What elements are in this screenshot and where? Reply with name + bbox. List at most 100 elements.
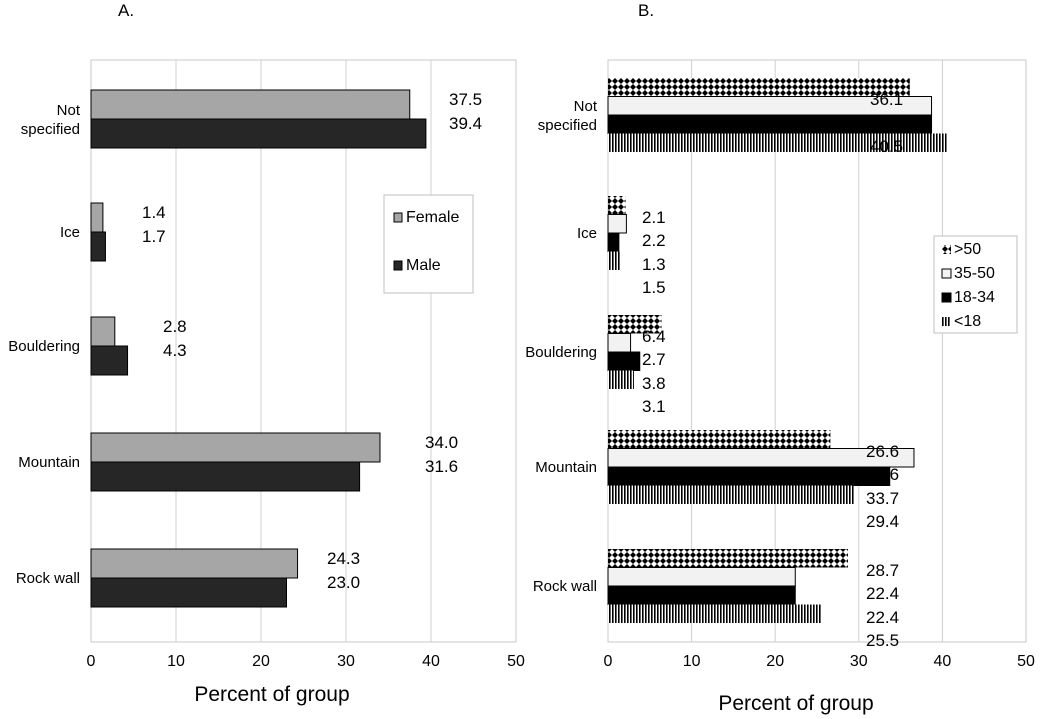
bar-female-not-specified [90, 89, 411, 120]
x-tick-label: 40 [422, 653, 440, 670]
panel-b-legend: >50 35-50 18-34 <18 [933, 235, 1018, 334]
legend-label: >50 [954, 241, 981, 258]
bar-50-bouldering [608, 315, 662, 334]
legend-swatch [393, 212, 403, 223]
panel-b: B. 36.1 38.7 40.5 2.1 2.2 1.3 1.5 6.4 2.7 3.8 3.1 2… [525, 1, 1035, 715]
legend-swatch [941, 292, 952, 303]
x-tick-label: 10 [683, 653, 701, 670]
legend-label: 18-34 [954, 289, 995, 306]
legend-box [383, 194, 474, 294]
bar-female-mountain [90, 432, 381, 463]
bar-3550-bouldering [607, 333, 632, 353]
panel-b-category-labels: Not specified Ice Bouldering Mountain Rock wa… [525, 98, 598, 595]
legend-swatch [942, 317, 951, 326]
legend-swatch [942, 245, 951, 254]
data-label: 26.6 [866, 442, 899, 461]
x-tick-label: 30 [337, 653, 355, 670]
bar-18-not-specified [608, 133, 947, 152]
panel-a-bars: 37.5 39.4 1.4 1.7 2.8 4.3 34.0 31.6 24.3 23.0 [90, 89, 482, 608]
data-label: 24.3 [327, 549, 360, 568]
data-label: 2.7 [642, 350, 666, 369]
bar-male-ice [90, 231, 106, 262]
category-label: Ice [60, 224, 80, 241]
category-label: Mountain [535, 459, 597, 476]
category-label: Mountain [18, 454, 80, 471]
category-label: Rock wall [533, 578, 597, 595]
bar-18-ice [608, 251, 621, 270]
data-label: 1.7 [142, 227, 166, 246]
panel-b-bars: 36.1 38.7 40.5 2.1 2.2 1.3 1.5 6.4 2.7 3.8 3.1 26.6… [607, 78, 947, 650]
data-label: 38.7 [870, 113, 903, 132]
bar-male-bouldering [90, 345, 129, 376]
data-label: 25.5 [866, 631, 899, 650]
bar-female-rock-wall [90, 548, 299, 579]
data-label: 37.5 [449, 90, 482, 109]
data-label: 4.3 [163, 341, 187, 360]
data-label: 22.4 [866, 584, 899, 603]
data-label: 23.0 [327, 573, 360, 592]
data-label: 40.5 [870, 137, 903, 156]
data-label: 3.8 [642, 374, 666, 393]
bar-1834-mountain [607, 466, 891, 486]
panel-a-x-axis-label: Percent of group [194, 683, 349, 706]
category-label: Ice [577, 225, 597, 242]
data-label: 36.1 [870, 90, 903, 109]
category-label: Not [57, 102, 81, 119]
data-label: 36.6 [866, 465, 899, 484]
bar-1834-ice [607, 232, 620, 252]
panel-a-gridlines [175, 60, 432, 642]
x-tick-label: 0 [604, 653, 613, 670]
bar-male-not-specified [90, 118, 427, 149]
x-tick-label: 40 [934, 653, 952, 670]
x-tick-label: 50 [507, 653, 525, 670]
category-label: Bouldering [525, 344, 597, 361]
legend-swatch [941, 268, 952, 279]
category-label: specified [21, 121, 80, 138]
panel-a-category-labels: Not specified Ice Bouldering Mountain Rock wa… [8, 102, 81, 587]
legend-label: 35-50 [954, 265, 995, 282]
legend-label: <18 [954, 313, 981, 330]
category-label: Rock wall [16, 570, 80, 587]
data-label: 6.4 [642, 327, 666, 346]
category-label: Bouldering [8, 338, 80, 355]
data-label: 22.4 [866, 608, 899, 627]
panel-b-gridlines [691, 60, 943, 642]
data-label: 34.0 [425, 433, 458, 452]
panel-b-label: B. [638, 1, 654, 20]
bar-18-rock-wall [608, 604, 822, 623]
legend-label: Female [406, 209, 459, 226]
x-tick-label: 30 [850, 653, 868, 670]
x-tick-label: 20 [766, 653, 784, 670]
x-tick-label: 0 [87, 653, 96, 670]
data-label: 3.1 [642, 397, 666, 416]
bar-female-ice [90, 202, 104, 233]
panel-a: A. 37.539.41.41.72.84.334.031.624.323.0 … [8, 1, 525, 706]
bar-50-ice [608, 196, 626, 215]
bar-male-rock-wall [90, 577, 287, 608]
category-label: specified [538, 117, 597, 134]
panel-a-x-tick-labels: 0 10 20 30 40 50 [87, 653, 525, 670]
category-label: Not [574, 98, 598, 115]
data-label: 1.3 [642, 255, 666, 274]
bar-1834-rock-wall [607, 585, 796, 605]
data-label: 39.4 [449, 114, 482, 133]
bar-18-mountain [608, 485, 854, 504]
data-label: 2.8 [163, 317, 187, 336]
data-label: 31.6 [425, 457, 458, 476]
data-label: 1.5 [642, 278, 666, 297]
x-tick-label: 50 [1017, 653, 1035, 670]
x-tick-label: 20 [252, 653, 270, 670]
panel-b-x-axis-label: Percent of group [718, 692, 873, 715]
bar-1834-bouldering [607, 351, 641, 371]
bar-50-not-specified [608, 78, 910, 97]
data-label: 29.4 [866, 512, 899, 531]
legend-label: Male [406, 257, 441, 274]
bar-3550-rock-wall [607, 567, 796, 587]
data-label: 28.7 [866, 561, 899, 580]
data-label: 2.1 [642, 208, 666, 227]
data-label: 2.2 [642, 231, 666, 250]
data-label: 33.7 [866, 489, 899, 508]
bar-18-bouldering [608, 370, 634, 389]
bar-50-mountain [608, 430, 831, 449]
